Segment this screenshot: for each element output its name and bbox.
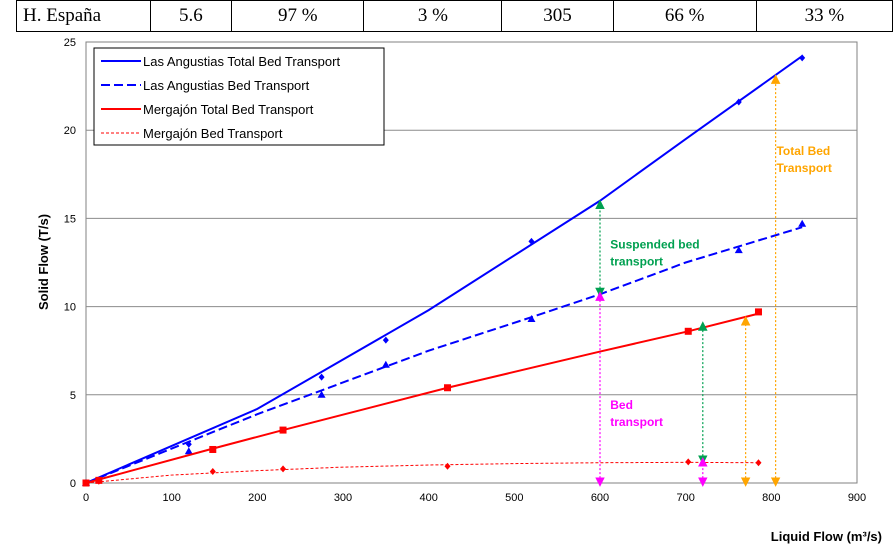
series-line-3 — [85, 461, 759, 484]
series-3-point-2 — [209, 468, 216, 476]
summary-cell-station: H. España — [16, 0, 151, 32]
legend-label-0: Las Angustias Total Bed Transport — [143, 54, 340, 69]
legend-label-3: Mergajón Bed Transport — [143, 126, 283, 141]
x-tick-label-400: 400 — [419, 492, 437, 504]
x-axis-label: Liquid Flow (m³/s) — [771, 529, 882, 544]
y-tick-label-10: 10 — [64, 302, 76, 314]
series-3-point-0 — [83, 479, 89, 487]
annotation-1-line-0: Bed — [610, 398, 633, 412]
series-2-point-5 — [684, 327, 692, 335]
x-tick-label-500: 500 — [505, 492, 523, 504]
ticks: 0 5 10 15 20 25 0 100 200 300 400 500 600 700 800 900 — [64, 37, 866, 504]
series-2-point-4 — [444, 384, 452, 392]
series-3-point-6 — [755, 459, 762, 467]
annotation-0-line-1: transport — [610, 254, 663, 268]
series-1-point-5 — [734, 246, 743, 254]
legend-box — [93, 47, 385, 146]
x-tick-label-100: 100 — [162, 492, 180, 504]
x-tick-label-0: 0 — [83, 492, 89, 504]
series-3-point-5 — [685, 458, 692, 466]
y-tick-label-0: 0 — [70, 478, 76, 490]
annotation-2-line-0: Total Bed — [776, 144, 830, 158]
y-tick-label-5: 5 — [70, 390, 76, 402]
series-0-point-3 — [382, 336, 389, 344]
y-tick-label-25: 25 — [64, 37, 76, 49]
series-1-point-2 — [317, 390, 326, 398]
series-0-point-4 — [528, 237, 535, 245]
series-0-point-6 — [799, 54, 806, 62]
summary-cell-2: 97 % — [231, 0, 365, 32]
x-tick-label-900: 900 — [848, 492, 866, 504]
series-2-point-2 — [209, 445, 217, 453]
series-1-point-1 — [184, 447, 193, 455]
series-layer — [82, 54, 807, 487]
x-tick-label-300: 300 — [334, 492, 352, 504]
x-tick-label-600: 600 — [591, 492, 609, 504]
annotation-2-line-1: Transport — [776, 161, 831, 175]
summary-cell-1: 5.6 — [149, 0, 233, 32]
legend: Las Angustias Total Bed Transport Las An… — [93, 47, 385, 146]
legend-label-2: Mergajón Total Bed Transport — [143, 102, 314, 117]
x-tick-label-700: 700 — [676, 492, 694, 504]
x-tick-label-800: 800 — [762, 492, 780, 504]
series-2-point-6 — [754, 308, 762, 316]
summary-table-row: H. España 5.6 97 % 3 % 305 66 % 33 % — [16, 0, 893, 32]
annotation-0-line-0: Suspended bed — [610, 237, 699, 251]
series-0-point-2 — [318, 373, 325, 381]
y-tick-label-20: 20 — [64, 125, 76, 137]
series-3-point-1 — [95, 477, 102, 485]
series-3-point-3 — [280, 465, 287, 473]
y-axis-label: Solid Flow (T/s) — [36, 214, 51, 310]
legend-label-1: Las Angustias Bed Transport — [143, 78, 310, 93]
summary-cell-6: 33 % — [755, 0, 893, 32]
series-1-point-3 — [381, 360, 390, 368]
summary-table: H. España 5.6 97 % 3 % 305 66 % 33 % — [16, 0, 893, 32]
summary-cell-4: 305 — [501, 0, 614, 32]
series-0-point-5 — [735, 98, 742, 106]
series-line-0 — [85, 55, 803, 484]
series-2-point-3 — [279, 426, 287, 434]
series-1-point-6 — [798, 219, 807, 227]
series-1-point-4 — [527, 314, 536, 322]
summary-cell-3: 3 % — [363, 0, 503, 32]
series-3-point-4 — [444, 462, 451, 470]
x-tick-label-200: 200 — [248, 492, 266, 504]
y-tick-label-15: 15 — [64, 213, 76, 225]
annotation-1-line-1: transport — [610, 415, 663, 429]
annotation-layer: Suspended bed transport Bed transport Total … — [595, 74, 832, 487]
